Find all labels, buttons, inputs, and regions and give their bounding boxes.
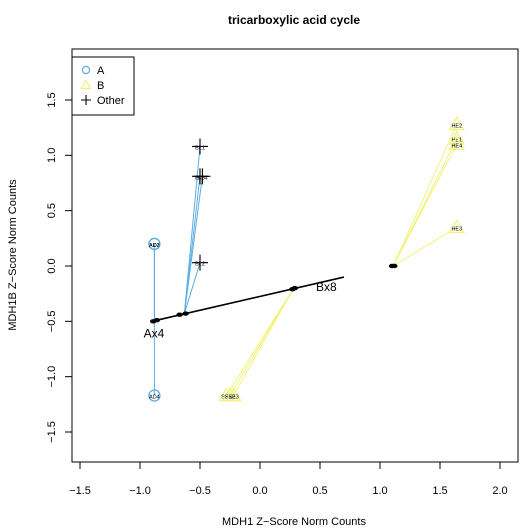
plus-marker (192, 168, 208, 185)
group-spoke (392, 144, 458, 267)
triangle-marker (448, 135, 465, 151)
plot-frame (71, 48, 519, 463)
x-tick-label: 2.0 (492, 485, 507, 497)
circle-marker (148, 237, 161, 251)
point-label: SE1 (221, 394, 231, 400)
trajectory-point (182, 311, 189, 316)
x-tick-label: 0.5 (312, 485, 327, 497)
circle-marker (148, 389, 161, 402)
group-spoke (183, 176, 201, 314)
point-label: SE2 (225, 394, 235, 400)
point-label: AD3 (149, 243, 160, 249)
y-tick-label: 0.0 (46, 258, 58, 273)
group-spoke (229, 287, 295, 396)
group-spoke (233, 287, 295, 396)
group-spoke (183, 146, 201, 314)
legend-label: Other (97, 95, 125, 107)
x-tick-label: 1.0 (372, 485, 387, 497)
trajectory-end-label: Bx8 (316, 280, 337, 294)
group-spoke (225, 287, 295, 396)
y-axis-label: MDH1B Z−Score Norm Counts (7, 179, 19, 331)
plus-marker (192, 254, 208, 271)
legend-entry: Other (81, 95, 125, 107)
x-tick-label: −0.5 (189, 485, 211, 497)
legend-entry: A (81, 65, 105, 77)
point-label: HE2 (451, 123, 462, 129)
point-label: HE1 (451, 138, 462, 144)
trajectory-point (391, 263, 398, 269)
y-tick-label: 1.5 (46, 92, 58, 107)
point-label: BL2 (195, 262, 205, 268)
legend-plus-icon (81, 95, 91, 105)
point-label: SE3 (228, 394, 238, 400)
point-label: BL3 (195, 175, 205, 181)
x-tick-label: 1.5 (432, 485, 447, 497)
y-tick-label: 1.0 (46, 148, 58, 163)
y-tick-label: −1.0 (46, 366, 58, 388)
legend-label: A (97, 65, 105, 77)
group-spoke (183, 262, 201, 314)
x-axis-label: MDH1 Z−Score Norm Counts (222, 516, 366, 528)
point-label: AD2 (149, 243, 160, 249)
triangle-marker (225, 387, 242, 402)
legend-triangle-icon (80, 79, 92, 90)
point-label: BL4 (198, 175, 208, 181)
plus-marker (192, 138, 208, 155)
point-label: HE3 (451, 226, 462, 232)
group-spoke (392, 226, 458, 267)
point-label: BL1 (195, 145, 205, 151)
chart-title: tricarboxylic acid cycle (228, 13, 360, 27)
x-tick-label: −1.0 (129, 485, 151, 497)
y-tick-label: −0.5 (46, 310, 58, 332)
legend-circle-icon (81, 65, 91, 75)
y-tick-label: 0.5 (46, 203, 58, 218)
trajectory-point (153, 318, 160, 323)
point-label: HE4 (451, 143, 462, 149)
legend: AB Other (71, 56, 135, 116)
y-axis: −1.5 −1.0 −0.5 0.0 0.5 1.0 1.5 (46, 92, 73, 443)
legend-entry: B (80, 79, 104, 92)
x-tick-label: −1.5 (69, 485, 91, 497)
triangle-marker (448, 130, 465, 145)
point-label: AD4 (149, 394, 160, 400)
legend-label: B (97, 80, 104, 92)
trajectory: Ax4 Bx8 (144, 263, 398, 340)
x-tick-label: 0.0 (252, 485, 267, 497)
y-tick-label: −1.5 (46, 421, 58, 443)
triangle-marker (448, 218, 465, 234)
trajectory-point (176, 312, 183, 317)
trajectory-point (291, 285, 298, 291)
plot-area: AD3AD2AD4BL1BL4BL3BL2SE1SE2SE3HE2HE1HE4H… (144, 116, 465, 402)
x-axis: −1.5 −1.0 −0.5 0.0 0.5 1.0 1.5 2.0 (69, 461, 508, 497)
trajectory-start-label: Ax4 (144, 326, 165, 340)
triangle-marker (448, 116, 465, 131)
group-spoke (392, 124, 458, 267)
